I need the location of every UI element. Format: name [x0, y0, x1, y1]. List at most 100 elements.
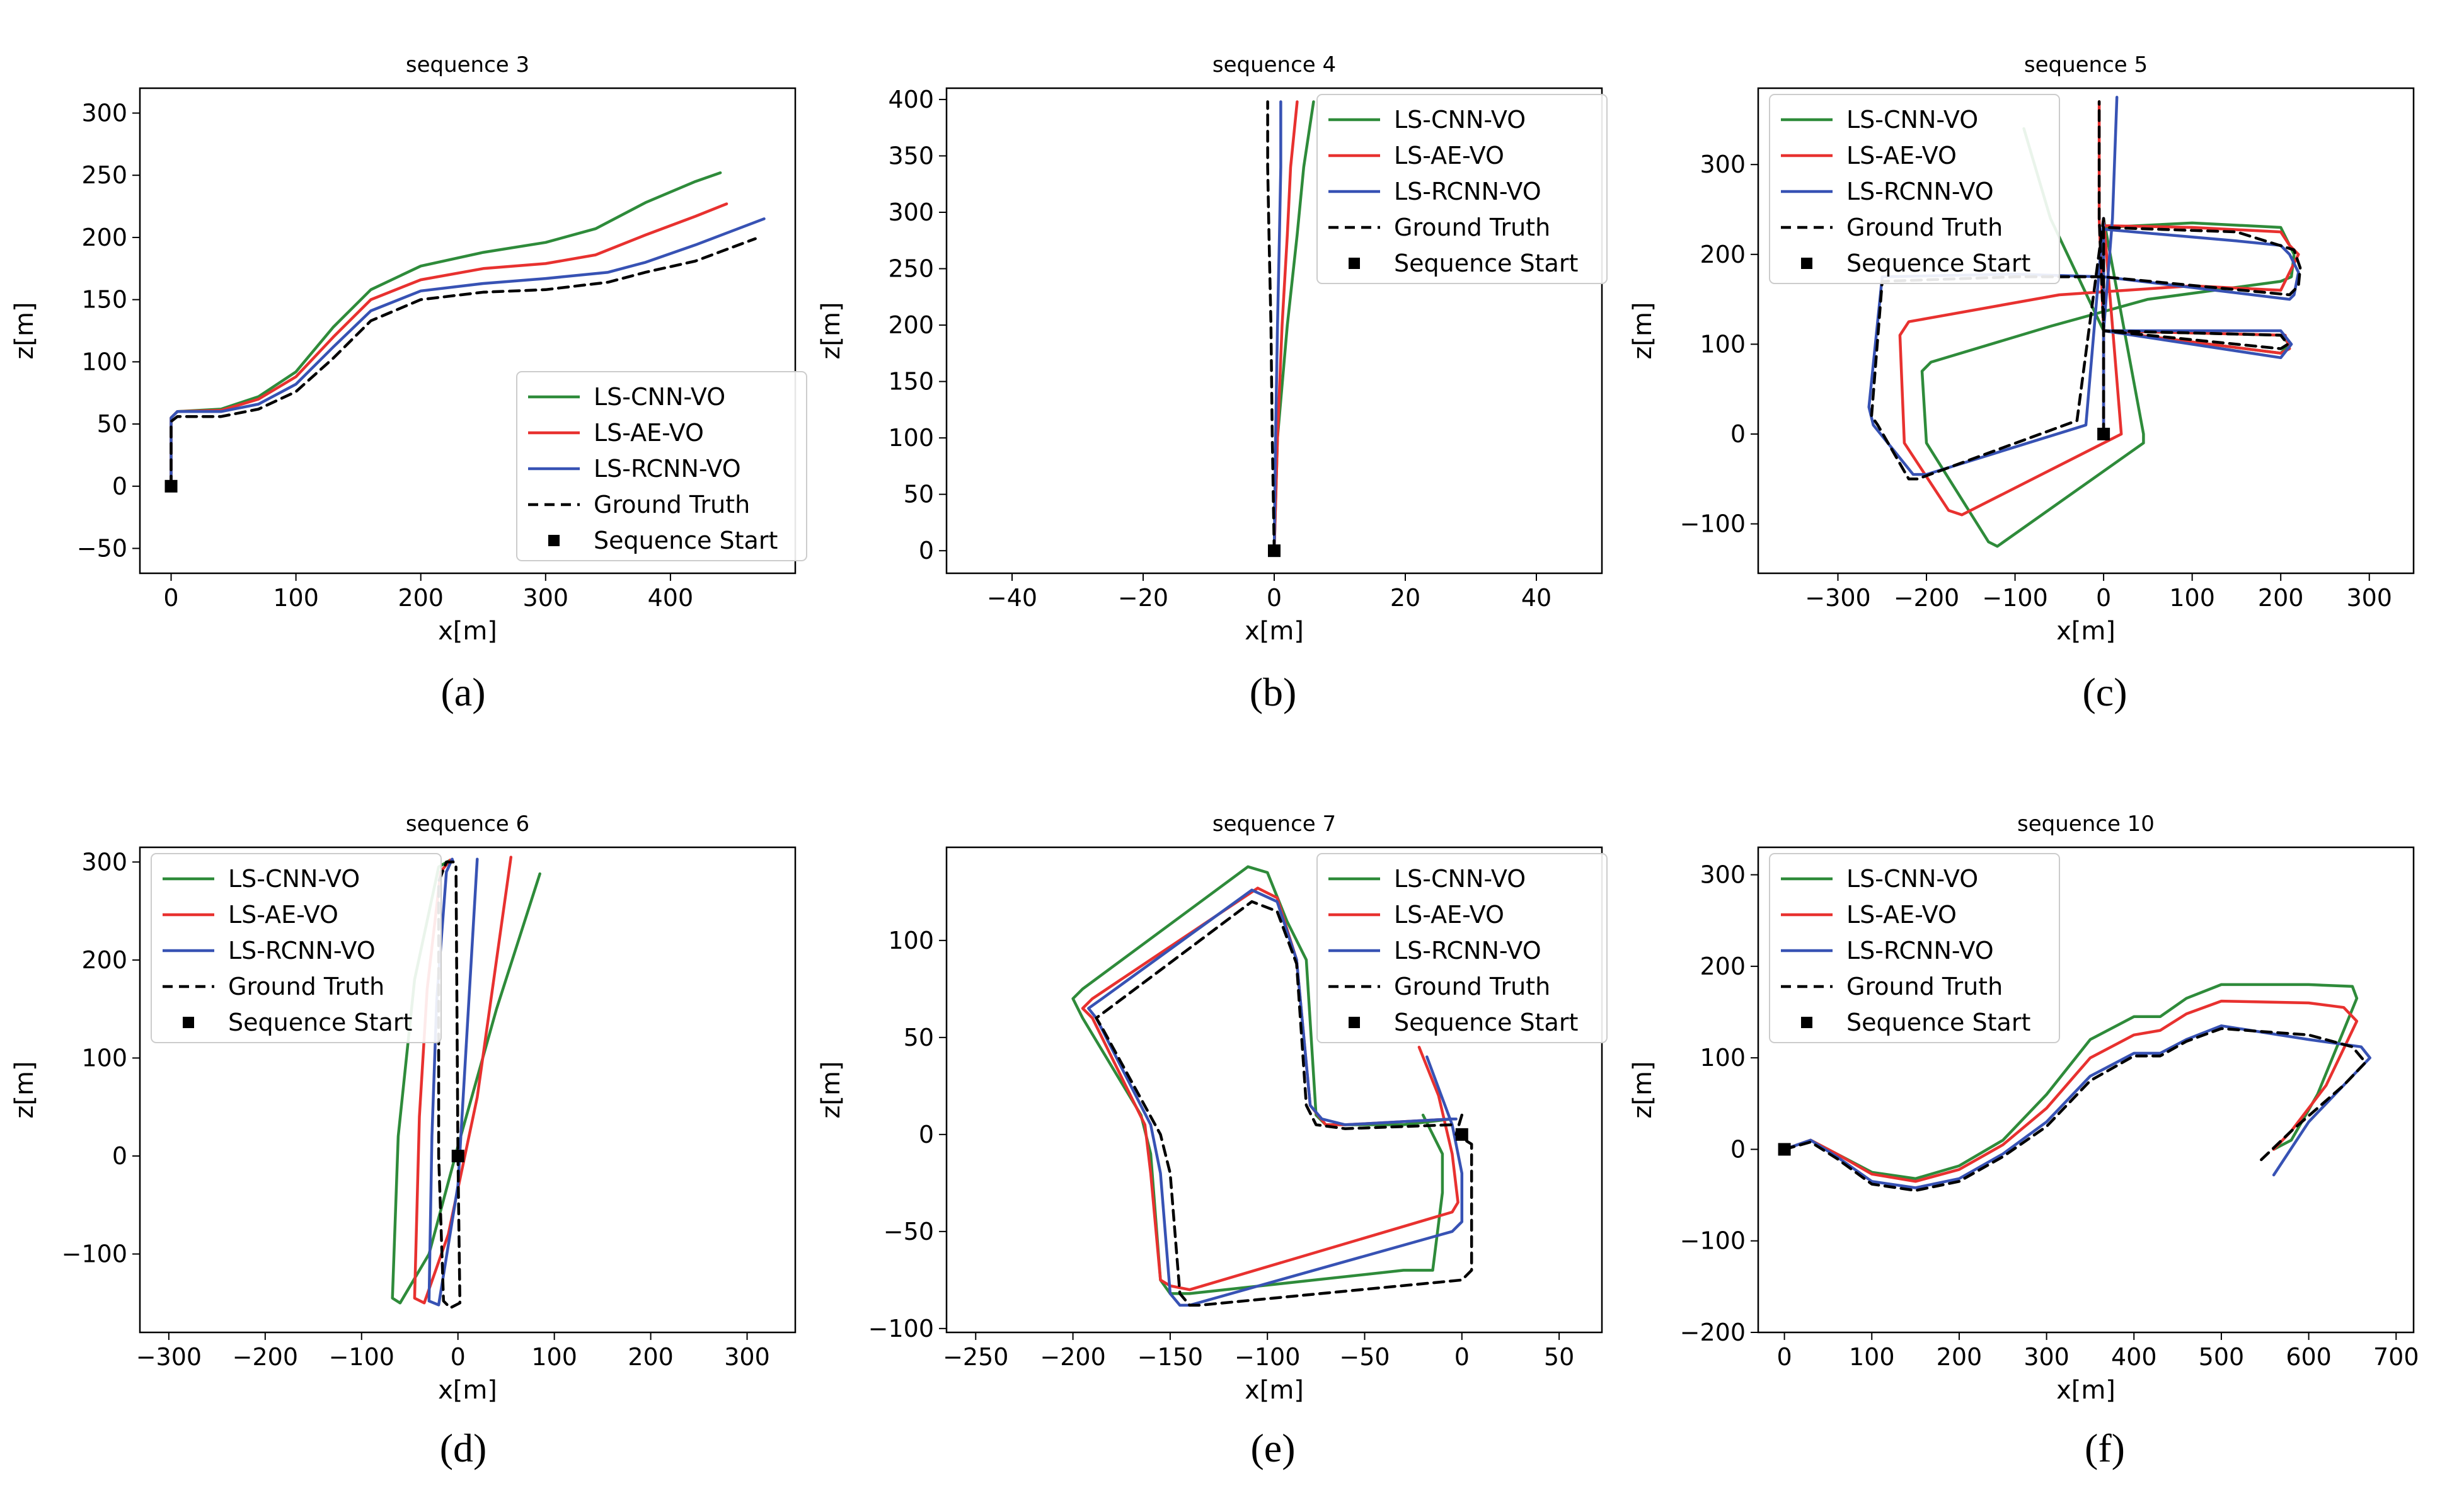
series-line-ls-rcnn-vo: [1272, 100, 1282, 552]
chart-title: sequence 5: [2024, 52, 2148, 77]
y-tick-label: 100: [1700, 1044, 1746, 1072]
legend-box: [516, 371, 807, 561]
legend-label: Sequence Start: [1394, 249, 1578, 277]
legend-label: Sequence Start: [228, 1009, 412, 1036]
legend-label: Ground Truth: [1394, 214, 1550, 241]
x-tick-label: −100: [329, 1343, 394, 1371]
x-tick-label: −100: [1982, 584, 2047, 612]
legend-box: [1769, 94, 2060, 284]
plot-frame: [945, 87, 1603, 575]
legend-label: LS-RCNN-VO: [1846, 178, 1994, 205]
y-tick-label: 400: [888, 86, 934, 113]
y-tick-label: −100: [868, 1315, 934, 1342]
legend-marker: [1801, 1017, 1812, 1028]
legend-label: Ground Truth: [1846, 973, 2003, 1000]
x-tick-label: 0: [1267, 584, 1282, 612]
y-tick-label: 200: [888, 311, 934, 339]
legend-label: Ground Truth: [594, 491, 750, 518]
chart-panel-1: sequence 3 0 100 200 300 400 −50 0 50 100 150 200 25…: [10, 52, 807, 714]
plot-frame: [139, 846, 797, 1334]
y-tick-label: 200: [1700, 953, 1746, 980]
legend-label: LS-RCNN-VO: [1394, 178, 1541, 205]
legend-label: LS-CNN-VO: [1846, 865, 1978, 893]
y-tick-label: 350: [888, 142, 934, 169]
x-tick-label: 400: [648, 584, 694, 612]
y-tick-label: 0: [919, 537, 934, 564]
plot-frame: [139, 87, 797, 575]
panel-caption: (b): [1250, 670, 1297, 714]
x-tick-label: 500: [2199, 1343, 2245, 1371]
panel-caption: (e): [1250, 1426, 1295, 1470]
x-tick-label: −200: [1894, 584, 1959, 612]
series-line-ground-truth: [1783, 1027, 2367, 1193]
legend: LS-CNN-VO LS-AE-VO LS-RCNN-VO Ground Truth S…: [1769, 94, 2060, 284]
x-axis-label: x[m]: [438, 617, 497, 646]
legend-box: [1769, 853, 2060, 1043]
x-tick-label: 200: [628, 1343, 674, 1371]
x-tick-label: −250: [943, 1343, 1008, 1371]
plot-frame: [1757, 87, 2415, 575]
y-tick-label: 200: [81, 224, 127, 251]
x-tick-label: 200: [398, 584, 444, 612]
x-tick-label: 100: [2169, 584, 2215, 612]
y-axis-label: z[m]: [10, 302, 39, 359]
y-axis-label: z[m]: [817, 302, 846, 359]
x-axis-label: x[m]: [2056, 1376, 2116, 1405]
x-tick-label: −300: [1805, 584, 1870, 612]
chart-panel-3: sequence 5 −300 −200 −100 0 100 200 300 −100 0 100…: [1628, 52, 2415, 714]
y-axis-label: z[m]: [817, 1061, 846, 1118]
series-line-ground-truth: [170, 237, 757, 488]
x-tick-label: −50: [1339, 1343, 1390, 1371]
series-group: [1867, 96, 2302, 548]
x-tick-label: 600: [2286, 1343, 2332, 1371]
legend-label: Sequence Start: [1846, 1009, 2030, 1036]
legend-marker: [1349, 1017, 1360, 1028]
y-tick-label: 100: [81, 348, 127, 375]
x-tick-label: 0: [451, 1343, 466, 1371]
y-axis-label: z[m]: [1628, 1061, 1657, 1118]
panel-caption: (a): [440, 670, 485, 714]
sequence-start-marker: [1778, 1143, 1791, 1156]
series-line-ls-rcnn-vo: [1867, 96, 2300, 476]
chart-title: sequence 6: [406, 811, 529, 837]
series-line-ground-truth: [437, 861, 462, 1310]
legend-label: LS-AE-VO: [1846, 142, 1957, 169]
x-tick-label: 400: [2111, 1343, 2157, 1371]
panel-caption: (d): [440, 1426, 487, 1470]
legend-label: LS-RCNN-VO: [228, 937, 376, 964]
legend-label: LS-AE-VO: [1846, 901, 1957, 929]
x-axis-label: x[m]: [2056, 617, 2116, 646]
sequence-start-marker: [1455, 1128, 1468, 1141]
legend-box: [151, 853, 442, 1043]
y-tick-label: 300: [81, 848, 127, 876]
x-tick-label: 700: [2373, 1343, 2419, 1371]
y-tick-label: 300: [1700, 861, 1746, 889]
legend-label: Sequence Start: [594, 527, 778, 554]
y-axis-label: z[m]: [10, 1061, 39, 1118]
x-tick-label: 100: [531, 1343, 577, 1371]
x-tick-label: 300: [724, 1343, 770, 1371]
sequence-start-marker: [451, 1150, 464, 1162]
x-tick-label: 20: [1390, 584, 1420, 612]
series-line-ls-ae-vo: [1272, 100, 1299, 552]
x-tick-label: −100: [1235, 1343, 1300, 1371]
x-tick-label: 0: [2096, 584, 2111, 612]
legend-label: LS-AE-VO: [594, 419, 704, 447]
y-tick-label: 100: [1700, 330, 1746, 358]
legend-label: LS-CNN-VO: [228, 865, 360, 893]
sequence-start-marker: [164, 479, 178, 493]
x-tick-label: 200: [2258, 584, 2304, 612]
legend-label: LS-CNN-VO: [1394, 865, 1526, 893]
x-tick-label: −20: [1118, 584, 1168, 612]
y-tick-label: 50: [904, 1024, 934, 1051]
y-tick-label: −50: [884, 1218, 934, 1245]
chart-title: sequence 10: [2017, 811, 2155, 837]
y-tick-label: 0: [919, 1121, 934, 1148]
plot-frame: [1757, 846, 2415, 1334]
x-axis-label: x[m]: [438, 1376, 497, 1405]
series-line-ground-truth: [1095, 900, 1473, 1307]
x-tick-label: −150: [1137, 1343, 1203, 1371]
panel-caption: (c): [2082, 670, 2127, 714]
legend-label: LS-RCNN-VO: [594, 455, 741, 483]
y-tick-label: 200: [1700, 241, 1746, 268]
